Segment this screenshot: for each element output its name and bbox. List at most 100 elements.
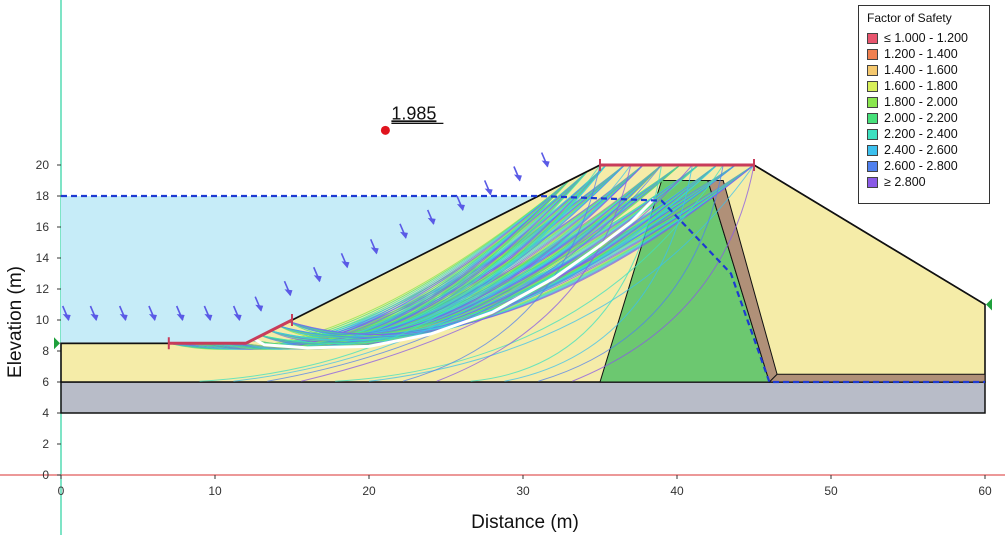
load-arrow xyxy=(513,166,522,182)
trial-slip-arc xyxy=(233,164,632,382)
legend-entry-label: ≤ 1.000 - 1.200 xyxy=(884,31,969,45)
trial-slip-arc xyxy=(279,164,625,338)
legend-entry-label: 2.400 - 2.600 xyxy=(884,143,958,157)
load-arrow xyxy=(61,305,71,321)
legend-swatch xyxy=(867,112,878,124)
legend-entry: 1.200 - 1.400 xyxy=(867,46,989,62)
slip-entry-segment xyxy=(168,318,293,345)
load-arrow xyxy=(89,305,99,321)
legend-swatch xyxy=(867,64,878,76)
y-tick-label: 16 xyxy=(36,220,50,234)
trial-slip-surfaces xyxy=(168,164,755,382)
trial-slip-arc xyxy=(436,164,632,382)
legend-swatch xyxy=(867,144,878,156)
load-arrow xyxy=(483,180,493,196)
legend-entry: 1.600 - 1.800 xyxy=(867,78,989,94)
legend-entry: 2.600 - 2.800 xyxy=(867,158,989,174)
legend-entry: 2.200 - 2.400 xyxy=(867,126,989,142)
trial-slip-arc xyxy=(261,180,570,345)
reservoir-water xyxy=(61,196,539,344)
y-tick-label: 14 xyxy=(36,251,50,265)
legend-entry-label: 2.000 - 2.200 xyxy=(884,111,958,125)
trial-slip-arc xyxy=(279,180,570,339)
legend-swatch xyxy=(867,48,878,60)
legend-swatch xyxy=(867,32,878,44)
axis-ticks: 0 10 20 30 40 50 60 0 2 4 6 8 10 12 14 16 18 20 xyxy=(36,158,992,498)
y-tick-label: 0 xyxy=(42,468,49,482)
load-arrow xyxy=(540,152,550,168)
x-tick-label: 50 xyxy=(824,484,838,498)
x-tick-label: 0 xyxy=(58,484,65,498)
trial-slip-arc xyxy=(335,164,724,382)
load-arrow xyxy=(254,296,264,312)
y-tick-label: 12 xyxy=(36,282,50,296)
legend-entry-label: 2.200 - 2.400 xyxy=(884,127,958,141)
legend-entry: 2.000 - 2.200 xyxy=(867,110,989,126)
x-tick-label: 10 xyxy=(208,484,222,498)
y-tick-label: 20 xyxy=(36,158,50,172)
trial-slip-arc xyxy=(402,164,601,382)
critical-slip-center-point xyxy=(380,125,390,135)
legend-entry-label: 1.600 - 1.800 xyxy=(884,79,958,93)
legend-entry-label: 1.800 - 2.000 xyxy=(884,95,958,109)
x-tick-label: 40 xyxy=(670,484,684,498)
boundary-marker-left xyxy=(54,337,60,350)
legend-swatch xyxy=(867,176,878,188)
trial-slip-arc xyxy=(288,164,625,335)
segment-end-markers xyxy=(167,159,755,350)
load-arrow xyxy=(426,209,436,225)
load-arrow xyxy=(283,280,293,297)
load-arrow xyxy=(203,305,213,321)
y-tick-label: 4 xyxy=(42,406,49,420)
trial-slip-arc xyxy=(288,180,570,336)
load-arrow xyxy=(369,239,379,255)
x-tick-label: 30 xyxy=(516,484,530,498)
legend-entry: 2.400 - 2.600 xyxy=(867,142,989,158)
factor-of-safety-legend: Factor of Safety ≤ 1.000 - 1.200 1.200 - … xyxy=(858,5,990,204)
legend-swatch xyxy=(867,160,878,172)
critical-slip-surface xyxy=(252,198,655,350)
load-arrow xyxy=(312,266,322,283)
trial-slip-arc xyxy=(572,164,755,382)
trial-slip-arc xyxy=(267,164,662,382)
load-arrow xyxy=(399,223,408,239)
x-axis-title: Distance (m) xyxy=(471,512,579,533)
y-tick-label: 18 xyxy=(36,189,50,203)
critical-factor-of-safety-label: 1.985 xyxy=(391,103,436,123)
legend-entry-label: 1.200 - 1.400 xyxy=(884,47,958,61)
legend-entry-label: ≥ 2.800 xyxy=(884,175,926,189)
legend-swatch xyxy=(867,96,878,108)
y-tick-label: 6 xyxy=(42,375,49,389)
legend-entry: ≥ 2.800 xyxy=(867,174,989,190)
x-tick-label: 60 xyxy=(978,484,992,498)
trial-slip-arc xyxy=(288,164,681,335)
legend-entry: ≤ 1.000 - 1.200 xyxy=(867,30,989,46)
legend-entry-label: 1.400 - 1.600 xyxy=(884,63,958,77)
trial-slip-arc xyxy=(470,164,663,382)
y-tick-label: 8 xyxy=(42,344,49,358)
trial-slip-arc xyxy=(504,164,693,382)
trial-slip-arc xyxy=(279,164,681,338)
x-tick-label: 20 xyxy=(362,484,376,498)
legend-entry: 1.400 - 1.600 xyxy=(867,62,989,78)
legend-swatch xyxy=(867,80,878,92)
y-tick-label: 10 xyxy=(36,313,50,327)
legend-entry-label: 2.600 - 2.800 xyxy=(884,159,958,173)
load-arrow xyxy=(456,195,465,211)
legend-entry: 1.800 - 2.000 xyxy=(867,94,989,110)
load-arrow xyxy=(340,252,350,269)
boundary-condition-markers xyxy=(54,298,992,350)
load-arrow xyxy=(118,305,128,321)
y-axis-title: Elevation (m) xyxy=(5,266,26,378)
trial-slip-arc xyxy=(270,164,625,341)
water-table-line xyxy=(61,194,985,384)
legend-title: Factor of Safety xyxy=(867,11,952,25)
load-arrow xyxy=(175,305,185,321)
trial-slip-arc xyxy=(199,164,601,382)
boundary-marker-right xyxy=(986,298,992,311)
y-tick-label: 2 xyxy=(42,437,49,451)
water-load-arrows xyxy=(61,152,550,321)
load-arrow xyxy=(148,305,157,321)
trial-slip-arc xyxy=(538,164,724,382)
